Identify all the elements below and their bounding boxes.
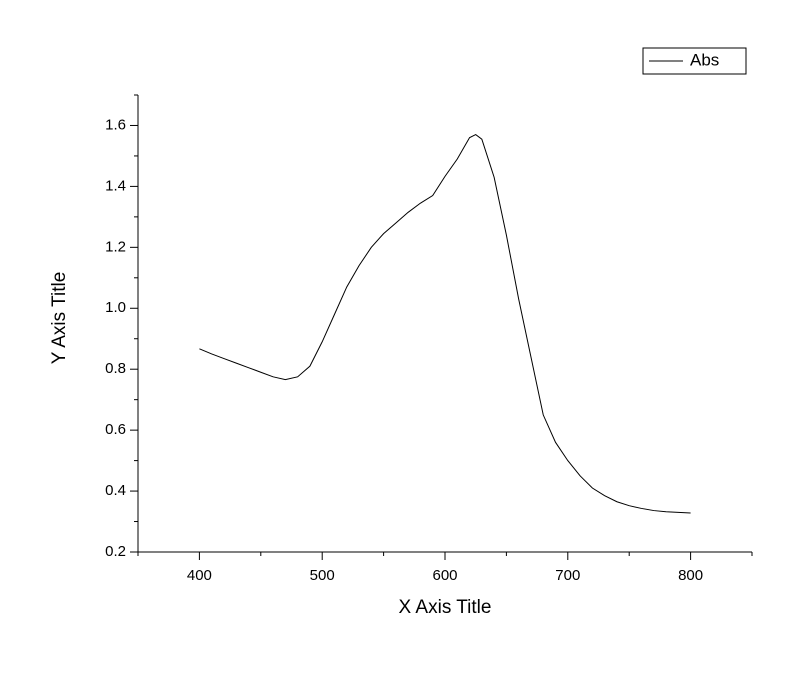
y-tick-label: 0.8 xyxy=(105,360,126,377)
x-tick-label: 800 xyxy=(678,567,703,584)
y-tick-label: 0.4 xyxy=(105,482,126,499)
y-tick-label: 1.2 xyxy=(105,238,126,255)
y-tick-label: 0.6 xyxy=(105,421,126,438)
x-tick-label: 500 xyxy=(310,567,335,584)
x-axis-title: X Axis Title xyxy=(399,597,492,618)
y-tick-label: 1.6 xyxy=(105,116,126,133)
y-tick-label: 1.0 xyxy=(105,299,126,316)
y-axis-title: Y Axis Title xyxy=(49,272,70,365)
data-line xyxy=(199,134,691,514)
y-tick-label: 0.2 xyxy=(105,543,126,560)
legend-label: Abs xyxy=(690,50,719,69)
x-tick-label: 700 xyxy=(555,567,580,584)
x-tick-label: 600 xyxy=(432,567,457,584)
x-tick-label: 400 xyxy=(187,567,212,584)
y-tick-label: 1.4 xyxy=(105,177,126,194)
